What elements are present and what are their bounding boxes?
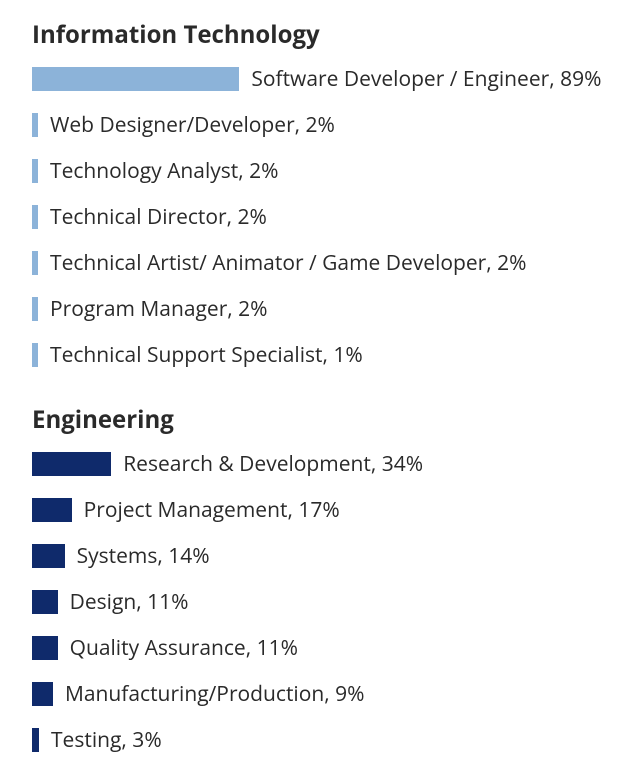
- chart-row: Software Developer / Engineer, 89%: [32, 65, 640, 93]
- chart-bar: [32, 682, 53, 706]
- chart-bar: [32, 297, 38, 321]
- chart-row-label: Technical Artist/ Animator / Game Develo…: [50, 249, 527, 277]
- chart-section: Engineering Research & Development, 34% Pr…: [32, 403, 640, 754]
- chart-row: Project Management, 17%: [32, 496, 640, 524]
- chart-row-label: Program Manager, 2%: [50, 295, 268, 323]
- chart-row: Technical Director, 2%: [32, 203, 640, 231]
- chart-bar: [32, 452, 111, 476]
- chart-row-label: Technology Analyst, 2%: [50, 157, 279, 185]
- chart-bar: [32, 498, 72, 522]
- chart-row-label: Systems, 14%: [77, 542, 210, 570]
- job-category-chart: Information Technology Software Developer…: [0, 0, 640, 754]
- chart-section: Information Technology Software Developer…: [32, 18, 640, 369]
- chart-row-label: Research & Development, 34%: [123, 450, 423, 478]
- chart-bar: [32, 636, 58, 660]
- chart-row: Program Manager, 2%: [32, 295, 640, 323]
- chart-row: Systems, 14%: [32, 542, 640, 570]
- chart-row: Design, 11%: [32, 588, 640, 616]
- section-title: Information Technology: [32, 18, 640, 51]
- chart-bar: [32, 205, 38, 229]
- chart-row-label: Technical Director, 2%: [50, 203, 267, 231]
- chart-bar: [32, 251, 38, 275]
- chart-row: Quality Assurance, 11%: [32, 634, 640, 662]
- chart-bar: [32, 544, 65, 568]
- chart-row: Technical Support Specialist, 1%: [32, 341, 640, 369]
- chart-bar: [32, 67, 239, 91]
- chart-bar: [32, 343, 38, 367]
- chart-bar: [32, 728, 39, 752]
- chart-row-label: Software Developer / Engineer, 89%: [251, 65, 601, 93]
- chart-bar: [32, 113, 38, 137]
- chart-row-label: Testing, 3%: [51, 726, 162, 754]
- chart-row-label: Design, 11%: [70, 588, 189, 616]
- chart-bar: [32, 590, 58, 614]
- chart-row-label: Manufacturing/Production, 9%: [65, 680, 365, 708]
- section-title: Engineering: [32, 403, 640, 436]
- chart-row: Research & Development, 34%: [32, 450, 640, 478]
- chart-row-label: Technical Support Specialist, 1%: [50, 341, 363, 369]
- chart-row: Technical Artist/ Animator / Game Develo…: [32, 249, 640, 277]
- chart-row-label: Quality Assurance, 11%: [70, 634, 298, 662]
- chart-row: Web Designer/Developer, 2%: [32, 111, 640, 139]
- chart-row: Manufacturing/Production, 9%: [32, 680, 640, 708]
- chart-row-label: Web Designer/Developer, 2%: [50, 111, 335, 139]
- chart-row: Technology Analyst, 2%: [32, 157, 640, 185]
- chart-bar: [32, 159, 38, 183]
- chart-row-label: Project Management, 17%: [84, 496, 340, 524]
- chart-row: Testing, 3%: [32, 726, 640, 754]
